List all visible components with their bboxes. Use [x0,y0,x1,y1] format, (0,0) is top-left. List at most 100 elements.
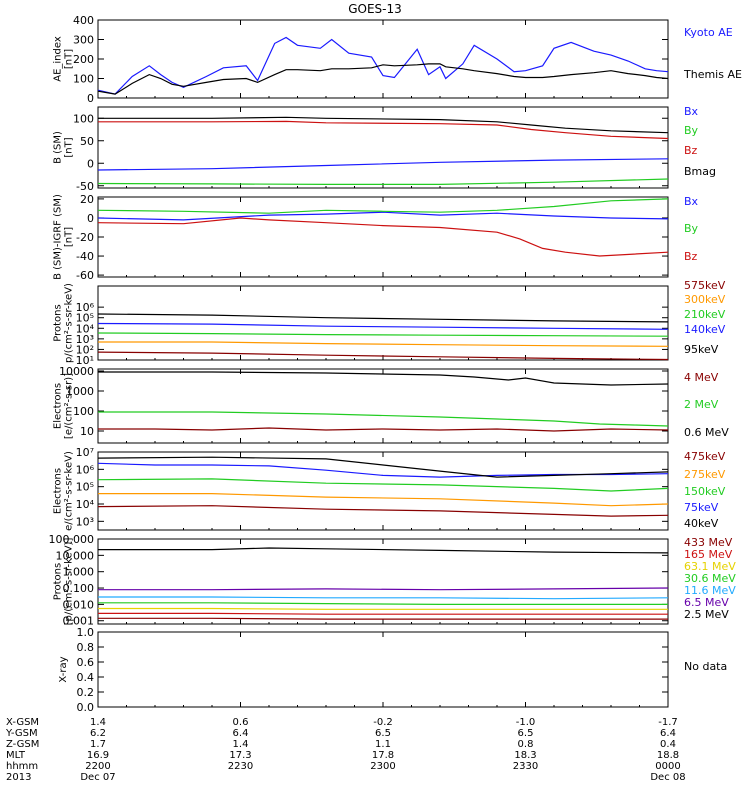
legend-entry: 6.5 MeV [684,596,729,609]
x-tick-label: Dec 07 [80,772,115,783]
panel-protons_high: 0.001 0.010 0.100 1.000 10.000 100.000 Protons… [49,533,737,628]
legend-entry: Bx [684,105,699,118]
legend-entry: 63.1 MeV [684,560,736,573]
series-line-themis-ae [97,63,669,95]
y-axis-label: [nT] [64,137,75,157]
legend-entry: 433 MeV [684,536,733,549]
y-axis-label: Electrons [53,468,64,514]
series-line-bz [97,217,669,257]
panel-bsm: -50 0 50 100 B (SM) [nT] Bx By Bz Bmag [53,105,717,193]
y-axis-label: [nT] [64,49,75,69]
y-axis-label: AE_index [53,36,64,82]
legend-entry: 40keV [684,517,719,530]
y-axis-label: X-ray [58,656,69,682]
legend-entry: 140keV [684,323,726,336]
series-line-433-mev [98,617,668,620]
panel-frame [97,285,669,361]
y-tick-label: 10⁶ [76,301,95,314]
legend-entry: Kyoto AE [684,26,733,39]
y-tick-label: 0.8 [77,641,95,654]
y-axis-label: B (SM) [53,131,64,164]
panel-xray: 0.0 0.2 0.4 0.6 0.8 1.0 X-ray No data [58,626,727,714]
y-axis-label: e/(cm²-s-sr-keV) [64,451,75,531]
x-tick-label: 1.1 [375,739,391,750]
legend-entry: 2 MeV [684,398,719,411]
x-axis-row-label: X-GSM [6,717,39,728]
legend-entry: 275keV [684,468,726,481]
y-tick-label: 0 [87,157,94,170]
series-line-300kev [98,341,669,347]
x-tick-label: 17.8 [372,750,394,761]
x-axis-row-label: Z-GSM [6,739,39,750]
series-line-4-mev [98,427,669,432]
series-line-63-1-mev [98,607,668,610]
series-line-2-5-mev [98,547,669,554]
y-tick-label: 100 [73,112,94,125]
legend-entry: 575keV [684,279,726,292]
panel-frame [97,631,669,708]
y-tick-label: 10000 [59,365,94,378]
legend-entry: 300keV [684,293,726,306]
series-line-95kev [97,313,669,323]
x-axis-row-label: 2013 [6,772,31,783]
x-tick-label: 1.7 [90,739,106,750]
panel-frame [97,451,669,531]
series-line-bz [98,120,669,140]
x-tick-label: 1.4 [90,717,106,728]
panel-ae: 0 100 200 300 400 AE_index [nT] Kyoto AE Themis … [53,14,742,105]
y-tick-label: 10⁴ [76,322,95,335]
x-tick-label: 18.3 [514,750,536,761]
x-tick-label: 2330 [513,761,538,772]
y-tick-label: -40 [76,250,94,263]
y-tick-label: 100 [73,405,94,418]
y-tick-label: 0.0 [77,701,95,714]
x-axis-row-label: Y-GSM [5,728,38,739]
x-tick-label: 16.9 [87,750,109,761]
x-tick-label: 2200 [85,761,110,772]
y-tick-label: 0.2 [77,686,95,699]
series-line-0-6-mev [98,371,669,386]
legend-entry: 11.6 MeV [684,584,736,597]
y-axis-label: [p/(cm²-s-sr-keV)] [64,538,75,626]
legend-entry: 75keV [684,501,719,514]
legend-entry: Bz [684,144,698,157]
legend-entry: Bmag [684,165,716,178]
y-tick-label: -60 [76,269,94,282]
y-tick-label: 100.000 [49,533,95,546]
legend-entry: 95keV [684,343,719,356]
x-tick-label: 0.4 [660,739,676,750]
x-tick-label: 18.8 [657,750,679,761]
x-tick-label: -0.2 [373,717,393,728]
y-tick-label: 0 [87,212,94,225]
panel-electrons_diff: 10³ 10⁴ 10⁵ 10⁶ 10⁷ Electrons e/(cm²-s-sr-keV)… [53,446,726,531]
x-axis-ephemeris-table: X-GSMY-GSMZ-GSMMLThhmm20131.46.21.716.92… [5,717,686,783]
series-line-bx [97,158,669,171]
legend-entry: 165 MeV [684,548,733,561]
y-tick-label: 0.6 [77,656,95,669]
series-line-475kev [97,505,669,517]
x-tick-label: 6.2 [90,728,106,739]
series-line-2-mev [98,411,669,427]
y-tick-label: 10⁶ [76,463,95,476]
panel-frame [97,368,669,444]
x-tick-label: -1.0 [516,717,536,728]
series-line-165-mev [98,612,668,615]
y-tick-label: 10⁷ [76,446,94,459]
panel-frame [97,196,669,278]
legend-entry: Themis AE [683,68,742,81]
x-tick-label: 6.5 [518,728,534,739]
series-line-by [97,198,669,214]
y-tick-label: 10² [76,343,94,356]
legend-entry: Bx [684,195,699,208]
y-axis-label: Protons [53,304,64,341]
panel-bigrf: -60 -40 -20 0 20 B (SM)-IGRF (SM) [nT] Bx By Bz [53,193,699,282]
series-line-575kev [97,351,669,361]
y-tick-label: 1.000 [63,566,95,579]
y-tick-label: 400 [73,14,94,27]
series-line-40kev [97,456,669,478]
y-tick-label: 10⁴ [76,498,95,511]
legend-entry: 150keV [684,485,726,498]
x-axis-row-label: hhmm [6,761,38,772]
y-axis-label: [e/(cm²-s-sr)] [64,373,75,439]
